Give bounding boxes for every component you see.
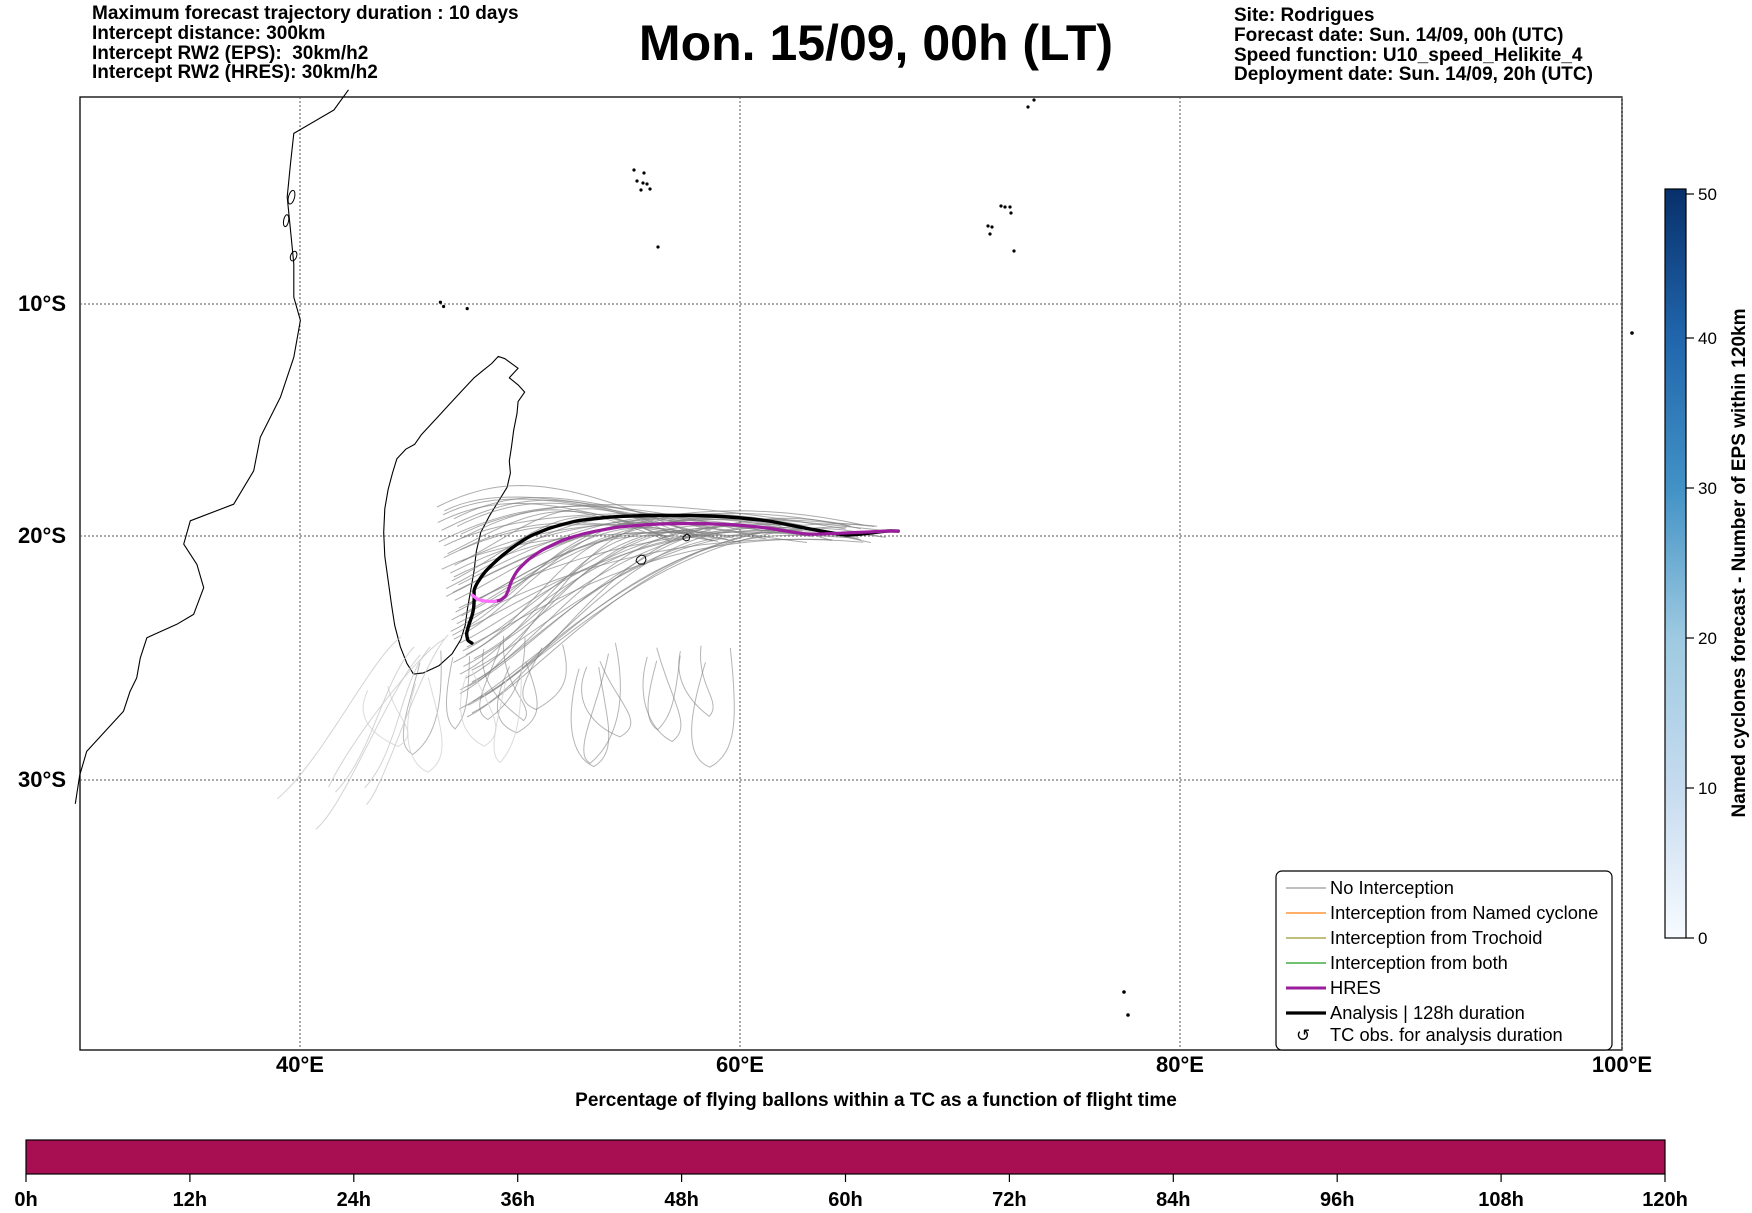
svg-text:Interception from Trochoid: Interception from Trochoid: [1330, 927, 1542, 948]
svg-text:20: 20: [1698, 629, 1717, 648]
svg-text:Interception from both: Interception from both: [1330, 952, 1508, 973]
svg-text:96h: 96h: [1320, 1189, 1354, 1211]
svg-text:10°S: 10°S: [18, 291, 66, 316]
svg-text:48h: 48h: [664, 1189, 698, 1211]
svg-text:No Interception: No Interception: [1330, 877, 1454, 898]
svg-text:108h: 108h: [1478, 1189, 1524, 1211]
svg-text:24h: 24h: [337, 1189, 371, 1211]
svg-text:12h: 12h: [173, 1189, 207, 1211]
svg-text:60°E: 60°E: [716, 1052, 764, 1077]
svg-text:120h: 120h: [1642, 1189, 1688, 1211]
svg-text:36h: 36h: [500, 1189, 534, 1211]
svg-text:0: 0: [1698, 929, 1707, 948]
svg-text:30°S: 30°S: [18, 767, 66, 792]
svg-text:TC obs. for analysis duration: TC obs. for analysis duration: [1330, 1024, 1563, 1045]
svg-text:Interception from Named cyclon: Interception from Named cyclone: [1330, 902, 1598, 923]
svg-text:40: 40: [1698, 329, 1717, 348]
svg-text:84h: 84h: [1156, 1189, 1190, 1211]
svg-text:Analysis | 128h duration: Analysis | 128h duration: [1330, 1002, 1525, 1023]
svg-text:10: 10: [1698, 779, 1717, 798]
svg-text:HRES: HRES: [1330, 977, 1381, 998]
svg-text:72h: 72h: [992, 1189, 1026, 1211]
svg-text:50: 50: [1698, 185, 1717, 204]
svg-text:40°E: 40°E: [276, 1052, 324, 1077]
svg-text:Named cyclones forecast - Numb: Named cyclones forecast - Number of EPS …: [1729, 309, 1750, 818]
svg-text:0h: 0h: [14, 1189, 37, 1211]
svg-text:80°E: 80°E: [1156, 1052, 1204, 1077]
svg-text:↺: ↺: [1296, 1026, 1310, 1045]
svg-text:60h: 60h: [828, 1189, 862, 1211]
svg-text:100°E: 100°E: [1592, 1052, 1652, 1077]
svg-text:20°S: 20°S: [18, 523, 66, 548]
svg-text:30: 30: [1698, 479, 1717, 498]
